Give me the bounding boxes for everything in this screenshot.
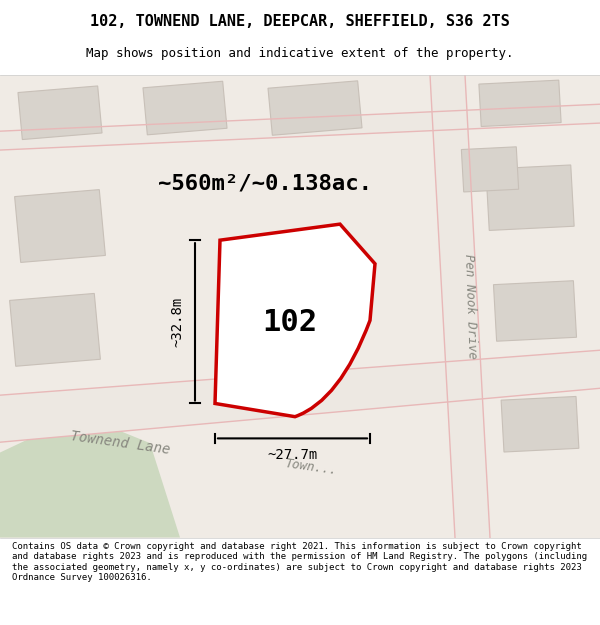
Polygon shape — [268, 81, 362, 135]
Polygon shape — [486, 165, 574, 231]
Text: Town...: Town... — [283, 457, 337, 477]
Text: Townend Lane: Townend Lane — [69, 429, 171, 457]
Text: Map shows position and indicative extent of the property.: Map shows position and indicative extent… — [86, 48, 514, 61]
Text: 102, TOWNEND LANE, DEEPCAR, SHEFFIELD, S36 2TS: 102, TOWNEND LANE, DEEPCAR, SHEFFIELD, S… — [90, 14, 510, 29]
Polygon shape — [430, 75, 490, 538]
Polygon shape — [461, 147, 518, 192]
Polygon shape — [501, 396, 579, 452]
Text: Contains OS data © Crown copyright and database right 2021. This information is : Contains OS data © Crown copyright and d… — [12, 542, 587, 582]
Polygon shape — [14, 189, 106, 262]
Polygon shape — [0, 349, 600, 443]
Text: ~560m²/~0.138ac.: ~560m²/~0.138ac. — [158, 174, 372, 194]
Polygon shape — [10, 294, 100, 366]
Text: ~27.7m: ~27.7m — [268, 448, 317, 462]
PathPatch shape — [215, 224, 375, 417]
Polygon shape — [479, 80, 561, 126]
Polygon shape — [0, 415, 180, 538]
Text: 102: 102 — [262, 308, 317, 337]
Polygon shape — [493, 281, 577, 341]
Polygon shape — [18, 86, 102, 139]
Polygon shape — [0, 103, 600, 151]
Polygon shape — [143, 81, 227, 135]
Text: ~32.8m: ~32.8m — [170, 297, 184, 347]
Polygon shape — [219, 241, 321, 324]
Text: Pen Nook Drive: Pen Nook Drive — [461, 254, 478, 359]
